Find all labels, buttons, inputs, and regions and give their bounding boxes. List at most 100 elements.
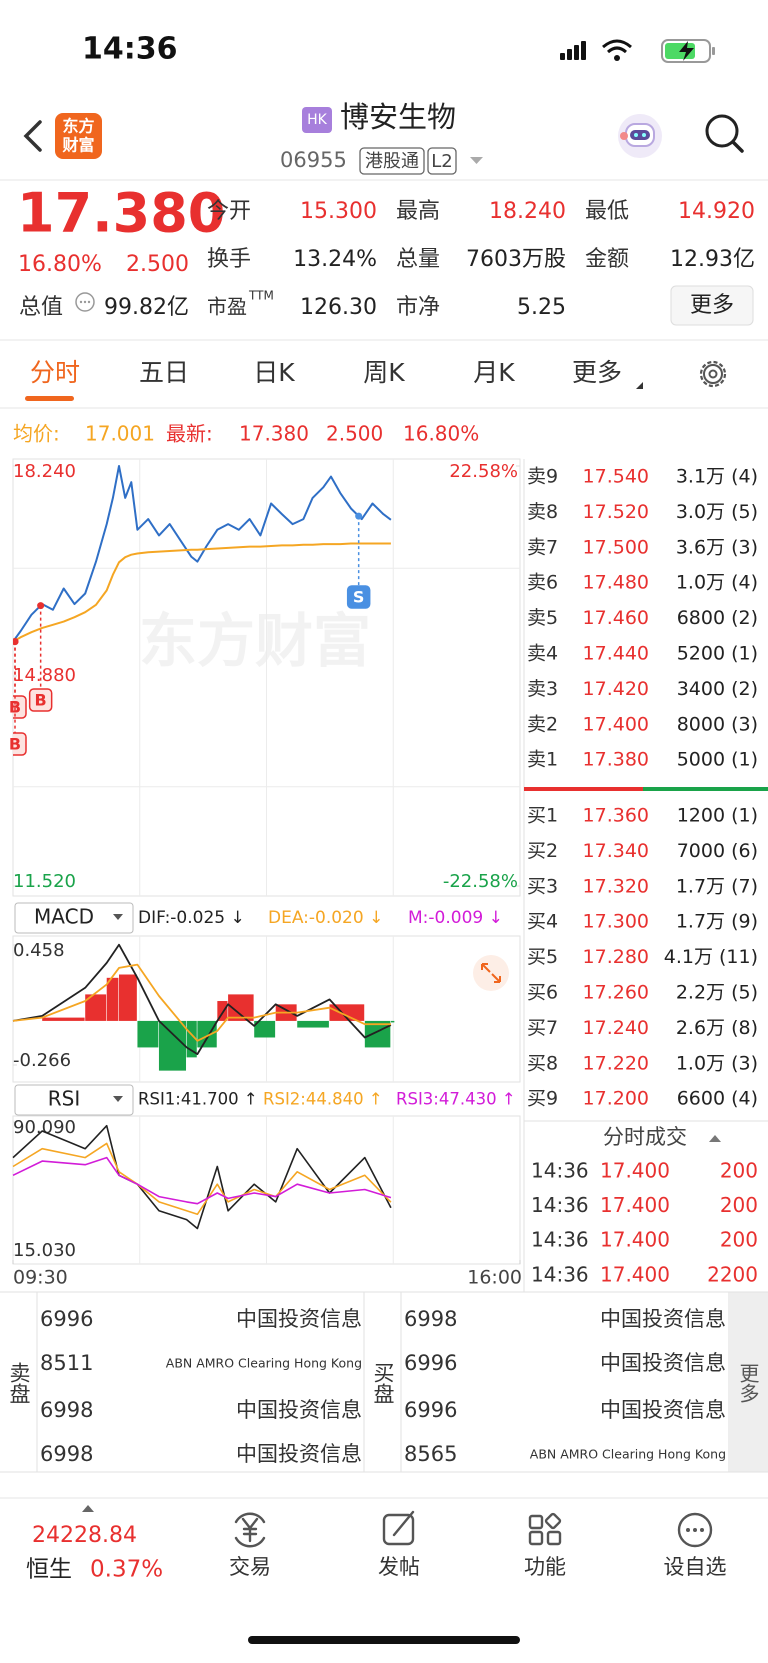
field-value: 99.82亿: [104, 295, 189, 320]
book-price: 17.520: [583, 501, 649, 523]
nav-label[interactable]: 功能: [524, 1555, 566, 1579]
last-price: 17.380: [17, 182, 225, 245]
book-label: 卖3: [527, 678, 558, 700]
trade-time: 14:36: [531, 1228, 589, 1252]
marker-label: B: [35, 691, 47, 710]
macd-bar: [364, 1020, 391, 1048]
book-label: 买5: [527, 946, 558, 968]
tab[interactable]: 分时: [30, 358, 80, 387]
marker-label: B: [9, 735, 21, 754]
status-time: 14:36: [82, 32, 178, 67]
marker-label: B: [9, 698, 21, 717]
book-volume: 1.0万 (3): [676, 1052, 758, 1074]
more-button-bg[interactable]: [670, 285, 754, 326]
indicator-select[interactable]: [14, 902, 134, 934]
series-line: [12, 963, 391, 1042]
book-volume: 6800 (2): [677, 607, 758, 629]
dropdown-caret[interactable]: [470, 157, 483, 164]
macd-bar: [42, 1017, 85, 1021]
tab[interactable]: 月K: [473, 358, 515, 387]
more-button[interactable]: 更多: [690, 293, 734, 318]
indicator-legend: RSI1:41.700 ↑: [138, 1090, 258, 1109]
book-price: 17.280: [583, 946, 649, 968]
broker-code: 6996: [404, 1351, 457, 1375]
index-pct: 0.37%: [90, 1557, 163, 1583]
tag-box: [427, 147, 457, 175]
expand-button[interactable]: [473, 955, 509, 991]
search-button[interactable]: [705, 114, 744, 153]
field-value: 12.93亿: [670, 247, 755, 272]
book-price: 17.220: [583, 1052, 649, 1074]
macd-bar: [85, 994, 107, 1021]
field-label-sup: TTM: [248, 289, 274, 303]
tab[interactable]: 五日: [139, 358, 189, 387]
nav-icon-trade[interactable]: [234, 1512, 266, 1548]
trades-caret[interactable]: [709, 1135, 721, 1142]
broker-more-bg[interactable]: [728, 1292, 768, 1472]
tab[interactable]: 周K: [363, 358, 405, 387]
nav-label[interactable]: 设自选: [664, 1555, 727, 1579]
tab[interactable]: 更多: [572, 358, 622, 387]
field-value: 15.300: [300, 199, 377, 224]
book-label: 卖9: [527, 466, 558, 488]
macd-bar: [186, 1020, 197, 1058]
broker-code: 6998: [40, 1442, 93, 1466]
nav-icon-post[interactable]: [382, 1510, 415, 1546]
field-label: 金额: [585, 247, 629, 272]
field-label: 总值: [19, 295, 63, 320]
book-volume: 1.7万 (7): [676, 875, 758, 897]
index-value: 24228.84: [32, 1523, 137, 1548]
book-price: 17.200: [583, 1088, 649, 1110]
tab-indicator: [25, 396, 74, 401]
trade-time: 14:36: [531, 1262, 589, 1286]
watermark: 东方财富: [139, 607, 371, 675]
book-label: 买8: [527, 1052, 558, 1074]
logo-text: 东方: [62, 117, 94, 136]
settings-button[interactable]: [699, 360, 727, 388]
broker-name: 中国投资信息: [600, 1398, 726, 1422]
field-label: 换手: [207, 247, 251, 272]
stock-tag: 港股通: [365, 151, 419, 172]
broker-side-label: 买盘: [371, 1362, 395, 1404]
book-volume: 3.6万 (3): [676, 536, 758, 558]
broker-name: 中国投资信息: [600, 1307, 726, 1331]
nav-icon-functions[interactable]: [528, 1512, 562, 1546]
book-label: 卖8: [527, 501, 558, 523]
macd-bar: [106, 977, 119, 1021]
indicator-title: MACD: [34, 905, 94, 929]
index-caret[interactable]: [82, 1505, 94, 1512]
tab[interactable]: 日K: [253, 358, 295, 387]
book-volume: 8000 (3): [677, 713, 758, 735]
y-tick-label: 18.240: [13, 461, 76, 482]
legend-item: 最新:: [166, 422, 213, 446]
series-line: [12, 1142, 392, 1216]
back-button[interactable]: [23, 120, 42, 152]
nav-icon-watchlist[interactable]: [677, 1512, 713, 1548]
stock-name: 博安生物: [340, 100, 456, 134]
change-pct: 16.80%: [18, 252, 102, 277]
series-line: [13, 542, 391, 643]
indicator-select[interactable]: [14, 1084, 134, 1116]
trades-title[interactable]: 分时成交: [603, 1125, 687, 1149]
broker-code: 6998: [404, 1307, 457, 1331]
book-label: 卖2: [527, 713, 558, 735]
field-label: 最低: [585, 199, 629, 224]
market-badge: HK: [307, 112, 328, 128]
marker-badge: [346, 585, 371, 609]
marker-label: S: [353, 588, 365, 607]
info-icon[interactable]: [75, 292, 95, 312]
broker-more[interactable]: 更多: [736, 1363, 760, 1403]
nav-label[interactable]: 发帖: [378, 1555, 420, 1579]
nav-label[interactable]: 交易: [229, 1555, 271, 1579]
status-icons: [560, 39, 715, 63]
marker-badge: [13, 732, 27, 756]
assistant-avatar[interactable]: [618, 114, 662, 158]
home-indicator: [248, 1636, 520, 1644]
book-volume: 5200 (1): [677, 643, 758, 665]
app-logo: [55, 113, 102, 159]
book-label: 买6: [527, 982, 558, 1004]
field-label: 总量: [396, 247, 440, 272]
book-price: 17.540: [583, 466, 649, 488]
book-price: 17.260: [583, 982, 649, 1004]
field-value: 7603万股: [466, 247, 566, 272]
